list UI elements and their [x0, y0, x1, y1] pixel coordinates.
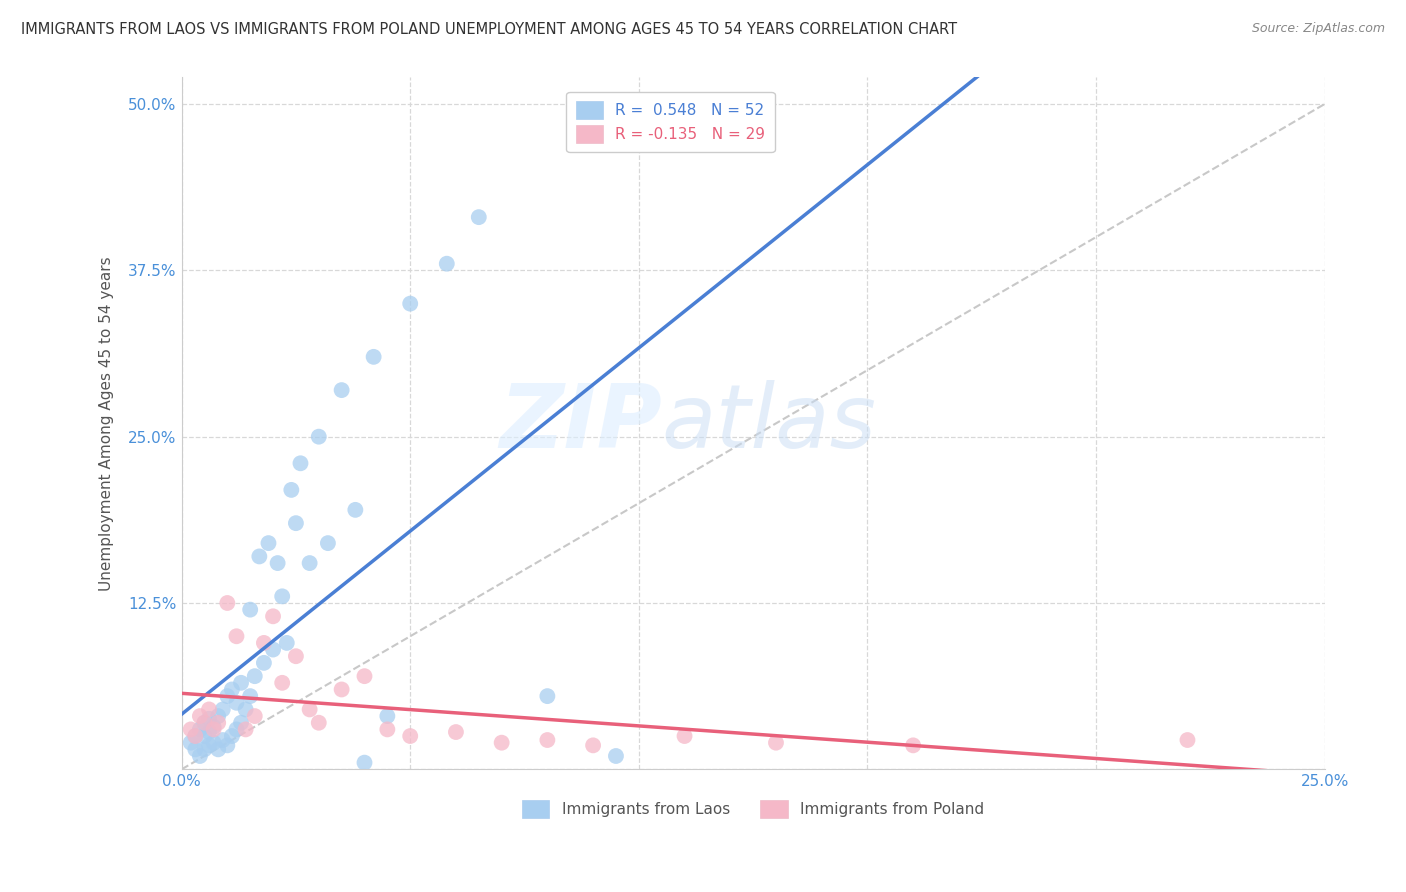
Point [308, 430, 330, 444]
Point [253, 636, 276, 650]
Point [221, 729, 243, 743]
Point [436, 257, 458, 271]
Point [377, 709, 399, 723]
Point [276, 636, 298, 650]
Point [225, 696, 247, 710]
Y-axis label: Unemployment Among Ages 45 to 54 years: Unemployment Among Ages 45 to 54 years [100, 256, 114, 591]
Point [271, 675, 294, 690]
Point [184, 742, 207, 756]
Point [308, 715, 330, 730]
Point [211, 702, 233, 716]
Point [1177, 733, 1199, 747]
Point [377, 723, 399, 737]
Point [202, 720, 225, 734]
Point [217, 689, 239, 703]
Point [217, 596, 239, 610]
Point [280, 483, 302, 497]
Text: ZIP: ZIP [499, 380, 662, 467]
Point [284, 649, 307, 664]
Point [235, 723, 257, 737]
Point [253, 656, 276, 670]
Point [257, 536, 280, 550]
Point [202, 723, 225, 737]
Point [298, 702, 321, 716]
Point [198, 725, 221, 739]
Point [193, 715, 215, 730]
Point [207, 742, 229, 756]
Point [193, 715, 215, 730]
Point [211, 733, 233, 747]
Text: Source: ZipAtlas.com: Source: ZipAtlas.com [1251, 22, 1385, 36]
Point [353, 669, 375, 683]
Point [491, 736, 513, 750]
Point [316, 536, 339, 550]
Point [221, 682, 243, 697]
Legend: Immigrants from Laos, Immigrants from Poland: Immigrants from Laos, Immigrants from Po… [516, 794, 990, 824]
Point [765, 736, 787, 750]
Point [243, 669, 266, 683]
Point [243, 709, 266, 723]
Point [239, 602, 262, 616]
Point [202, 736, 225, 750]
Text: atlas: atlas [662, 380, 876, 467]
Point [901, 739, 924, 753]
Point [193, 729, 215, 743]
Point [399, 729, 422, 743]
Point [582, 739, 605, 753]
Point [239, 689, 262, 703]
Point [247, 549, 270, 564]
Point [444, 725, 467, 739]
Point [188, 749, 211, 764]
Point [184, 729, 207, 743]
Point [605, 749, 627, 764]
Point [536, 689, 558, 703]
Point [207, 709, 229, 723]
Point [235, 702, 257, 716]
Point [198, 702, 221, 716]
Point [353, 756, 375, 770]
Point [330, 682, 353, 697]
Text: IMMIGRANTS FROM LAOS VS IMMIGRANTS FROM POLAND UNEMPLOYMENT AMONG AGES 45 TO 54 : IMMIGRANTS FROM LAOS VS IMMIGRANTS FROM … [21, 22, 957, 37]
Point [399, 296, 422, 310]
Point [188, 709, 211, 723]
Point [271, 590, 294, 604]
Point [363, 350, 385, 364]
Point [298, 556, 321, 570]
Point [344, 503, 367, 517]
Point [207, 715, 229, 730]
Point [262, 642, 284, 657]
Point [188, 723, 211, 737]
Point [198, 739, 221, 753]
Point [180, 723, 202, 737]
Point [468, 210, 491, 224]
Point [290, 456, 312, 470]
Point [198, 712, 221, 726]
Point [225, 629, 247, 643]
Point [330, 383, 353, 397]
Point [673, 729, 696, 743]
Point [229, 675, 252, 690]
Point [193, 742, 215, 756]
Point [225, 723, 247, 737]
Point [536, 733, 558, 747]
Point [184, 729, 207, 743]
Point [284, 516, 307, 531]
Point [217, 739, 239, 753]
Point [262, 609, 284, 624]
Point [229, 715, 252, 730]
Point [266, 556, 288, 570]
Point [180, 736, 202, 750]
